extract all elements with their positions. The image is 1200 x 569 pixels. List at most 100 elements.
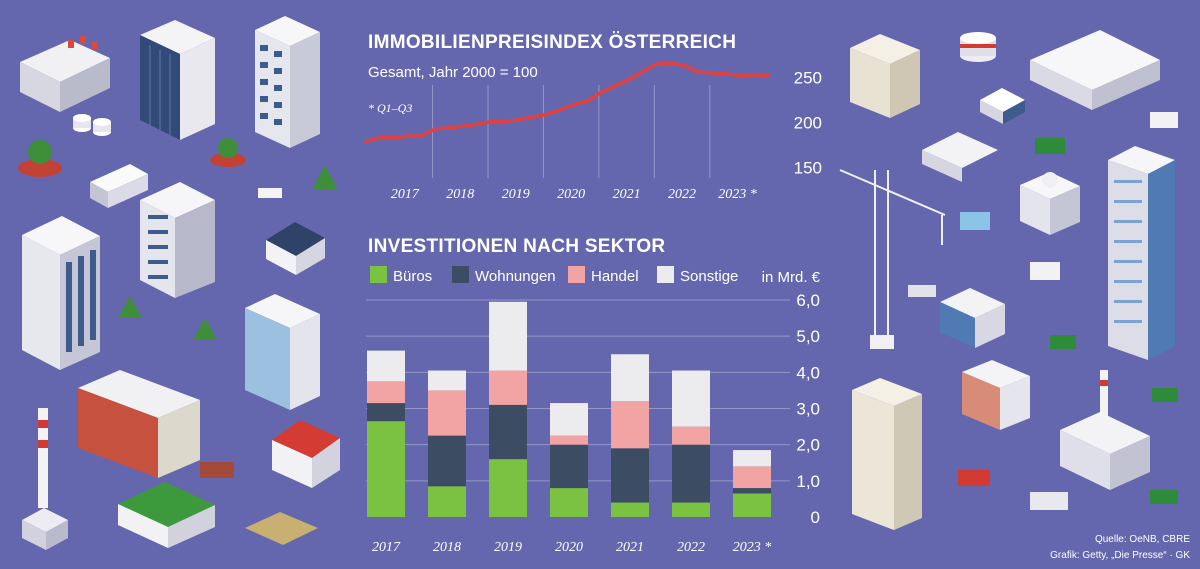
price-index-y-tick: 250 [794,69,822,88]
price-index-y-tick: 200 [794,114,822,133]
price-index-note: * Q1–Q3 [368,101,412,115]
balcony-building-icon [245,294,320,410]
price-index-y-axis: 250 200 150 [794,69,822,178]
transformer-icon [1030,492,1068,510]
bar-segment-büros [489,459,527,517]
investment-y-tick: 3,0 [796,400,820,419]
investment-legend: Büros Wohnungen Handel Sonstige [370,266,738,285]
substation-icon [922,132,998,182]
van-icon [1150,112,1178,128]
house-icon [266,222,325,275]
factory-chimney-icon [1060,370,1150,490]
bar-segment-handel [611,401,649,449]
crane-base-icon [870,335,894,349]
bar-segment-sonstige [550,403,588,436]
bar-segment-büros [611,502,649,517]
price-index-line [364,61,770,144]
house-red-roof-icon [272,420,340,488]
chimney-icon [22,408,68,550]
investment-x-tick: 2023 * [733,540,772,555]
investment-x-tick: 2019 [494,540,522,555]
legend-label: Wohnungen [475,268,556,285]
bar-segment-sonstige [489,301,527,371]
investment-x-tick: 2020 [555,540,583,555]
price-index-title: IMMOBILIENPREISINDEX ÖSTERREICH [368,32,736,53]
investment-y-tick: 6,0 [796,291,820,310]
bar-segment-büros [733,493,771,517]
bar-segment-sonstige [428,370,466,391]
city-illustration-left [18,16,340,550]
crane-icon [839,169,946,340]
price-index-subtitle: Gesamt, Jahr 2000 = 100 [368,64,538,81]
bar-segment-wohnungen [672,444,710,503]
glass-tower-icon [140,20,215,140]
small-car-icon [960,212,990,230]
bar-segment-handel [550,435,588,445]
bar-segment-sonstige [367,350,405,382]
price-index-chart: IMMOBILIENPREISINDEX ÖSTERREICH Gesamt, … [364,32,822,202]
price-index-x-tick: 2017 [391,187,420,202]
highrise-icon [22,216,100,370]
glass-office-icon [940,288,1005,348]
investment-y-axis: 6,0 5,0 4,0 3,0 2,0 1,0 0 [796,291,820,527]
car-icon [258,188,282,198]
price-index-x-tick: 2020 [557,187,585,202]
investment-y-tick: 0 [811,508,820,527]
investment-title: INVESTITIONEN NACH SEKTOR [368,236,665,257]
skyscraper-icon [1108,146,1175,360]
credit-line: Grafik: Getty, „Die Presse“ · GK [1050,550,1190,561]
shop-icon [962,360,1030,430]
bar-segment-wohnungen [550,444,588,489]
legend-swatch [452,266,469,283]
storage-tanks-icon [73,114,111,136]
bar-segment-wohnungen [428,435,466,487]
investment-unit: in Mrd. € [762,269,821,286]
shop-row-icon [78,370,200,478]
price-index-x-axis: 2017 2018 2019 2020 2021 2022 2023 * [391,187,757,202]
bar-segment-wohnungen [733,488,771,494]
bus-icon [980,88,1025,124]
investment-bars [367,301,771,517]
investment-x-tick: 2021 [616,540,644,555]
investment-x-axis: 2017 2018 2019 2020 2021 2022 2023 * [372,540,771,555]
price-index-x-tick: 2023 * [718,187,757,202]
bar-segment-wohnungen [489,404,527,460]
tree-icon [118,296,142,318]
park-icon [1050,335,1076,349]
bus-small-icon [1030,262,1060,280]
bar-segment-handel [733,466,771,489]
bar-segment-wohnungen [611,448,649,503]
bar-segment-sonstige [672,370,710,427]
price-index-x-tick: 2019 [502,187,530,202]
bar-segment-handel [367,381,405,404]
bar-segment-handel [489,370,527,405]
red-car-icon [958,470,990,486]
plaza-icon [245,512,318,545]
investment-y-tick: 5,0 [796,327,820,346]
legend-label: Handel [591,268,639,285]
investment-x-tick: 2018 [433,540,461,555]
legend-swatch [370,266,387,283]
factory-building-icon [20,36,110,112]
legend-label: Büros [393,268,432,285]
tree-planter-icon [18,138,246,177]
bar-segment-sonstige [611,354,649,402]
investment-y-tick: 4,0 [796,363,820,382]
bar-segment-wohnungen [367,403,405,422]
price-index-grid [432,85,711,178]
bar-segment-büros [672,502,710,517]
investment-x-tick: 2022 [677,540,705,555]
price-index-x-tick: 2018 [446,187,474,202]
legend-label: Sonstige [680,268,738,285]
garden-bed-icon [200,462,234,478]
unfinished-highrise-icon [852,378,922,530]
tree-icon [312,165,338,190]
truck-icon [90,164,148,208]
ac-units-icon [908,285,936,297]
villa-green-roof-icon [118,482,215,548]
bar-segment-büros [428,486,466,517]
bar-segment-büros [367,421,405,517]
park-icon [1152,388,1178,402]
